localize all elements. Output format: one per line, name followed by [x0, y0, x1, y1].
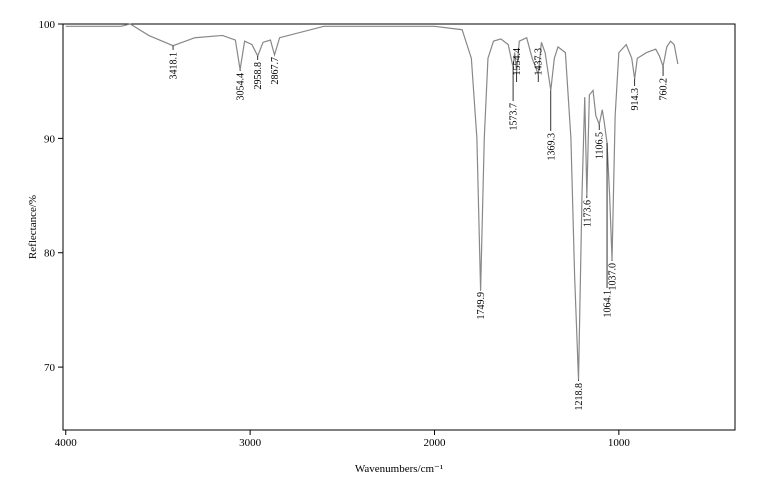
peak-label: 2867.7 [270, 57, 281, 85]
x-tick-label: 2000 [423, 437, 446, 449]
peak-label: 1437.3 [534, 48, 545, 76]
peak-label: 1173.6 [582, 200, 593, 227]
y-tick-label: 70 [44, 362, 56, 374]
peak-label: 2958.8 [253, 62, 264, 90]
y-tick-label: 100 [39, 19, 56, 31]
peak-label: 1064.1 [603, 290, 614, 318]
spectrum-line [65, 23, 679, 380]
peak-label: 1554.4 [512, 48, 523, 76]
peak-label: 914.3 [630, 88, 641, 111]
peak-label: 1573.7 [509, 103, 520, 131]
plot-frame [62, 23, 736, 431]
y-axis-label: Reflectance/% [27, 195, 39, 259]
peak-label: 760.2 [659, 78, 670, 101]
x-axis-label: Wavenumbers/cm⁻¹ [355, 463, 443, 475]
x-tick-label: 3000 [239, 437, 262, 449]
peak-label: 1106.5 [595, 132, 606, 159]
peak-label: 1037.0 [608, 263, 619, 291]
peak-label: 3418.1 [169, 52, 180, 80]
peak-label: 1369.3 [546, 133, 557, 161]
peak-label: 3054.4 [236, 73, 247, 101]
x-tick-label: 4000 [55, 437, 78, 449]
y-tick-label: 80 [44, 248, 56, 260]
peak-label: 1218.8 [574, 383, 585, 411]
peak-label: 1749.9 [476, 292, 487, 320]
x-tick-label: 1000 [608, 437, 631, 449]
y-tick-label: 90 [44, 133, 56, 145]
